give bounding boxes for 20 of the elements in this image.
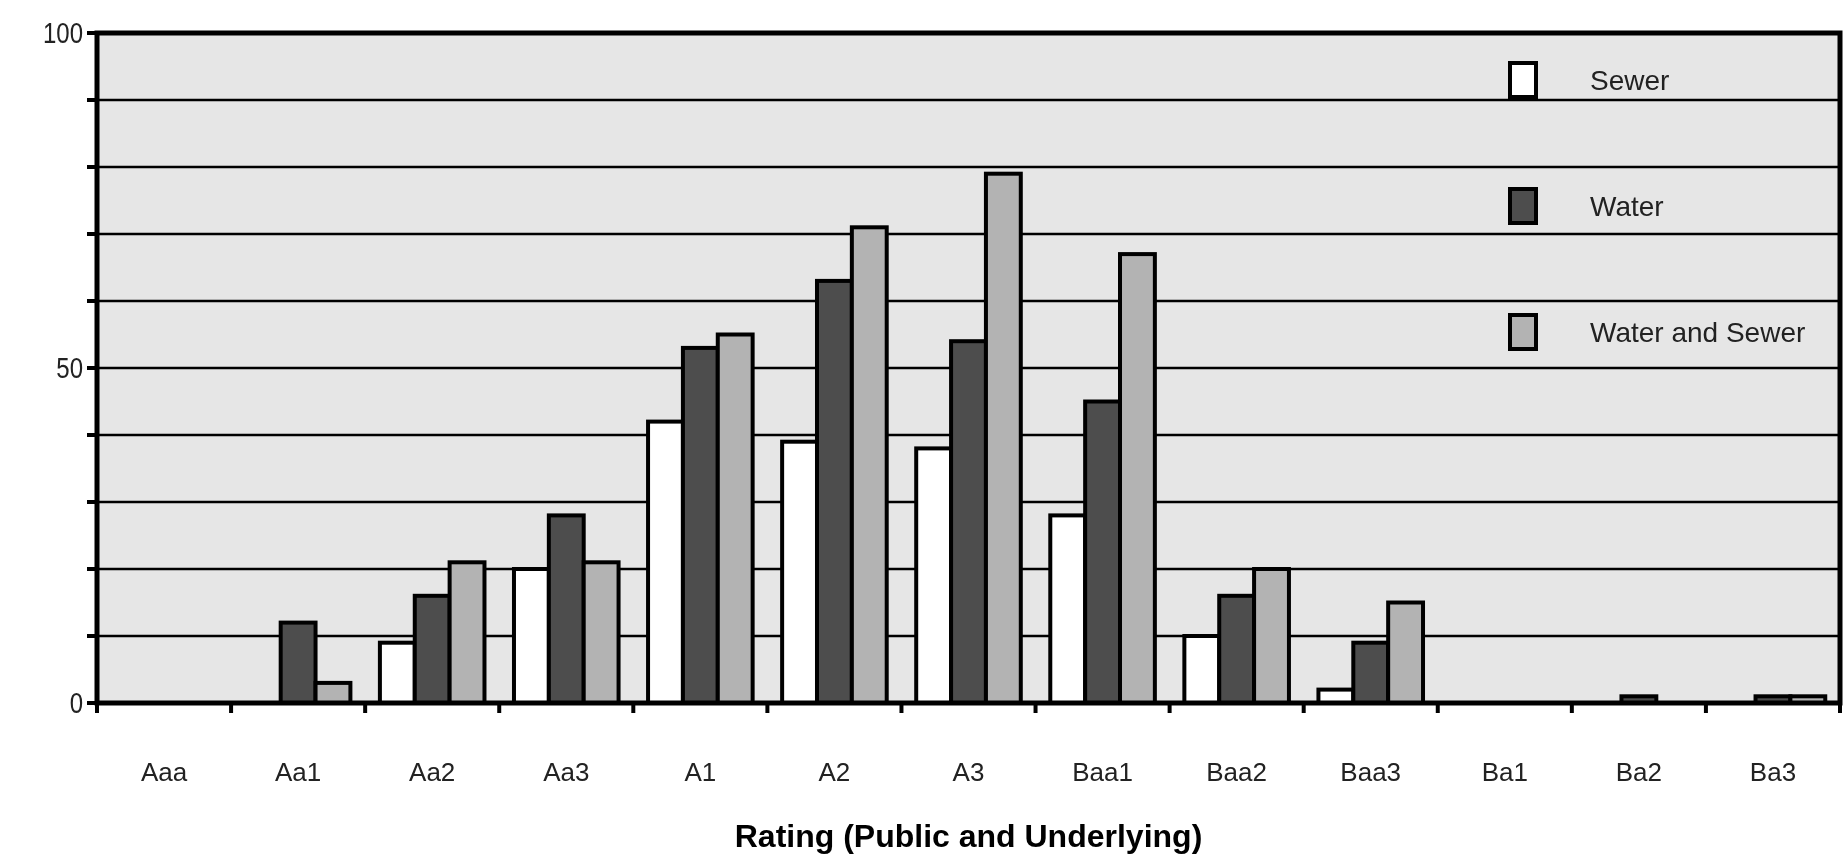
legend-label: Water bbox=[1590, 190, 1664, 222]
x-tick-label: Aa3 bbox=[543, 757, 590, 787]
x-tick-label: Baa2 bbox=[1206, 757, 1268, 787]
x-axis-title: Rating (Public and Underlying) bbox=[734, 818, 1203, 854]
x-tick-label: Aa1 bbox=[274, 757, 322, 787]
legend-label: Water and Sewer bbox=[1590, 316, 1806, 348]
x-tick-label: A2 bbox=[818, 757, 851, 787]
y-tick-label: 100 bbox=[42, 15, 83, 51]
x-tick-label: Ba2 bbox=[1615, 757, 1663, 787]
x-tick-label: Baa3 bbox=[1340, 757, 1402, 787]
legend-label: Sewer bbox=[1590, 64, 1670, 96]
x-tick-label: Ba1 bbox=[1481, 757, 1528, 787]
x-tick-label: A3 bbox=[952, 757, 985, 787]
y-tick-label: 0 bbox=[69, 685, 83, 721]
y-tick-label: 50 bbox=[56, 350, 83, 386]
x-tick-label: Aaa bbox=[140, 757, 188, 787]
x-tick-label: A1 bbox=[684, 757, 717, 787]
x-tick-label: Baa1 bbox=[1072, 757, 1133, 787]
x-tick-label: Aa2 bbox=[409, 757, 456, 787]
x-tick-label: Ba3 bbox=[1749, 757, 1797, 787]
